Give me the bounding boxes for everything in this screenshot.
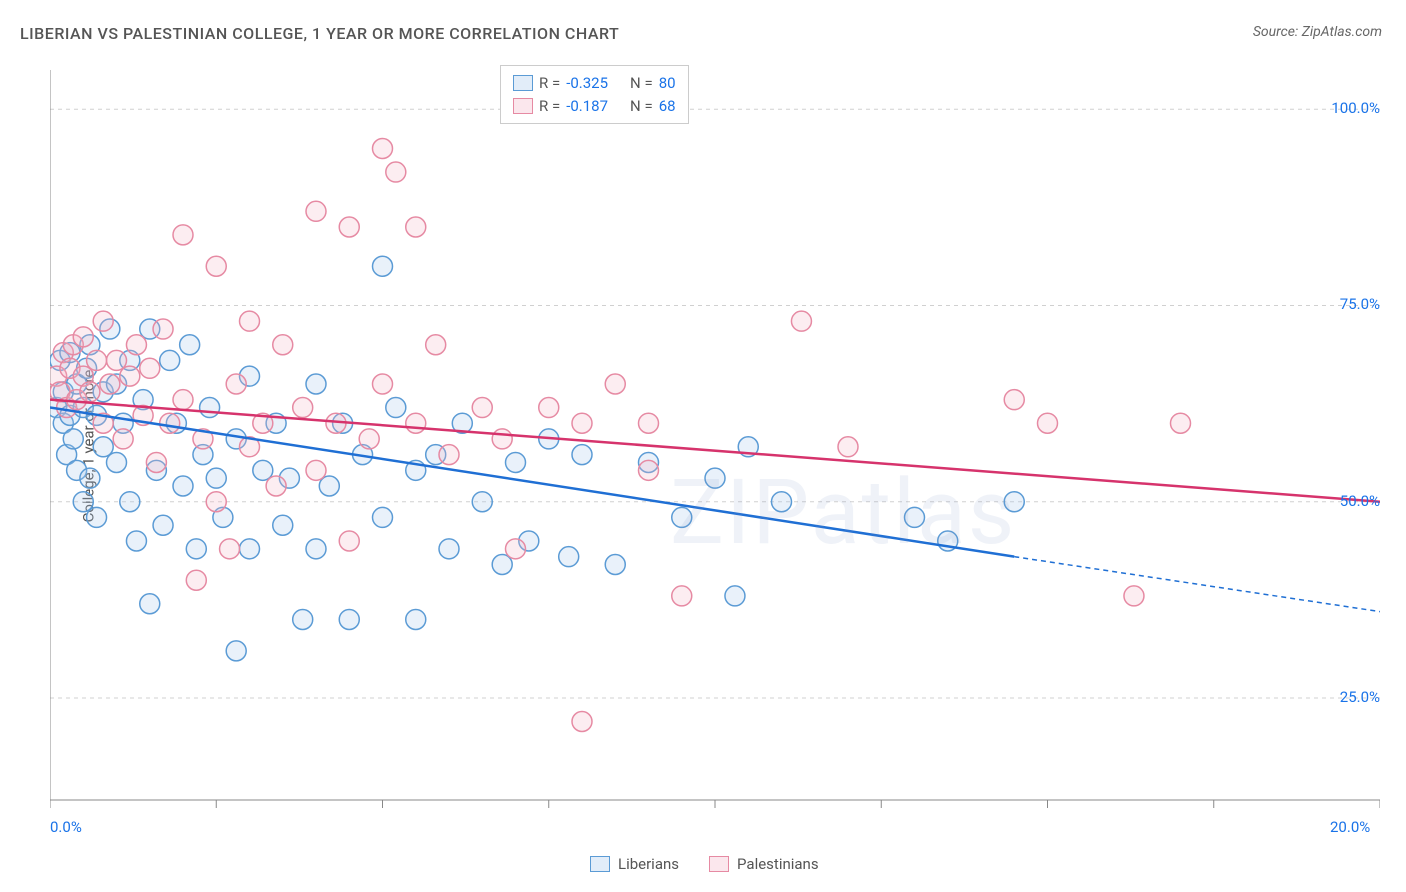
legend-n-label: N =: [630, 72, 653, 95]
x-tick-label: 20.0%: [1330, 818, 1370, 836]
legend-r-label: R =: [539, 72, 560, 95]
y-tick-label: 75.0%: [1340, 295, 1380, 313]
y-tick-label: 100.0%: [1331, 99, 1380, 117]
legend-swatch-icon: [590, 856, 610, 872]
legend-swatch-icon: [513, 75, 533, 91]
legend-n-label: N =: [630, 95, 653, 118]
legend-stats-row: R = -0.187 N = 68: [513, 95, 676, 118]
legend-swatch-icon: [513, 98, 533, 114]
legend-swatch-icon: [709, 856, 729, 872]
legend-stats: R = -0.325 N = 80 R = -0.187 N = 68: [500, 65, 689, 124]
legend-n-value: 80: [659, 72, 676, 95]
source-attribution: Source: ZipAtlas.com: [1253, 24, 1382, 40]
legend-r-value: -0.187: [566, 95, 608, 118]
chart-title: LIBERIAN VS PALESTINIAN COLLEGE, 1 YEAR …: [20, 24, 619, 43]
legend-series-item: Liberians: [590, 855, 679, 873]
legend-series-name: Palestinians: [737, 855, 819, 873]
legend-series-item: Palestinians: [709, 855, 819, 873]
legend-series-name: Liberians: [618, 855, 679, 873]
y-tick-label: 50.0%: [1340, 492, 1380, 510]
legend-r-value: -0.325: [566, 72, 608, 95]
legend-stats-row: R = -0.325 N = 80: [513, 72, 676, 95]
y-tick-label: 25.0%: [1340, 688, 1380, 706]
plot-svg: [50, 60, 1380, 830]
chart-container: LIBERIAN VS PALESTINIAN COLLEGE, 1 YEAR …: [0, 0, 1406, 892]
x-tick-label: 0.0%: [50, 818, 82, 836]
legend-r-label: R =: [539, 95, 560, 118]
legend-series: Liberians Palestinians: [590, 855, 819, 873]
scatter-plot: ZIPatlas R =-0.325N =80R =-0.187N =68: [50, 60, 1380, 830]
legend-n-value: 68: [659, 95, 676, 118]
